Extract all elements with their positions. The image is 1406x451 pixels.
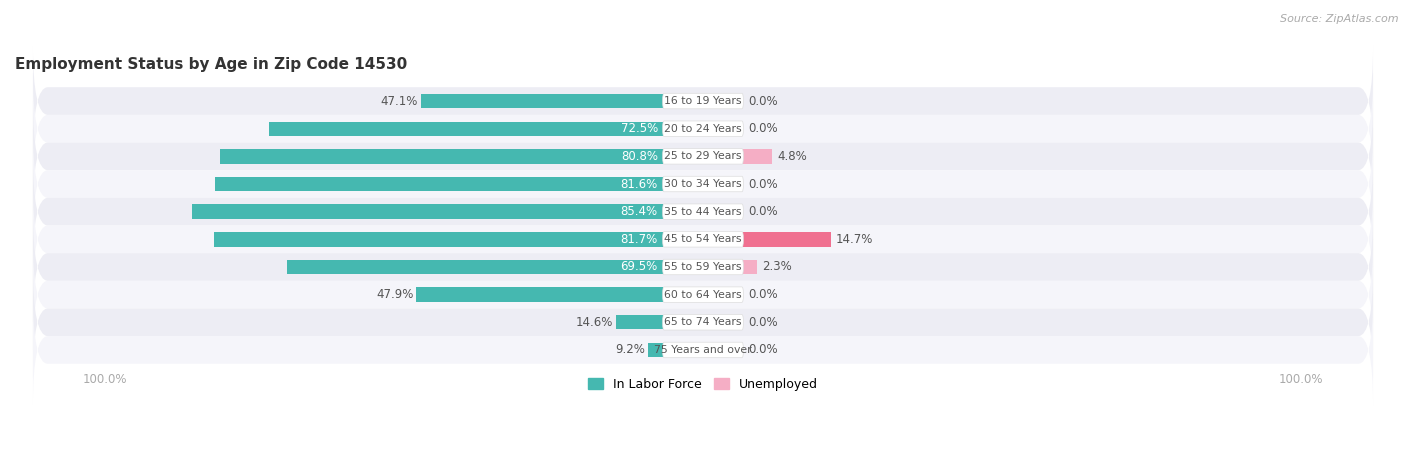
- Bar: [416, 287, 662, 302]
- Text: 75 Years and over: 75 Years and over: [654, 345, 752, 355]
- Bar: [214, 232, 662, 247]
- Text: 9.2%: 9.2%: [614, 344, 645, 356]
- Bar: [270, 121, 662, 136]
- Text: 81.7%: 81.7%: [620, 233, 658, 246]
- Bar: [744, 260, 758, 274]
- Bar: [219, 149, 662, 164]
- FancyBboxPatch shape: [662, 204, 744, 220]
- Text: 16 to 19 Years: 16 to 19 Years: [664, 96, 742, 106]
- Text: 80.8%: 80.8%: [621, 150, 658, 163]
- FancyBboxPatch shape: [662, 259, 744, 275]
- Text: 30 to 34 Years: 30 to 34 Years: [664, 179, 742, 189]
- Text: 72.5%: 72.5%: [620, 122, 658, 135]
- FancyBboxPatch shape: [32, 101, 1374, 212]
- FancyBboxPatch shape: [662, 93, 744, 109]
- Text: 14.6%: 14.6%: [575, 316, 613, 329]
- FancyBboxPatch shape: [662, 121, 744, 137]
- Text: 47.1%: 47.1%: [381, 95, 418, 107]
- Bar: [193, 204, 662, 219]
- Text: 0.0%: 0.0%: [748, 95, 778, 107]
- FancyBboxPatch shape: [32, 74, 1374, 184]
- Text: Source: ZipAtlas.com: Source: ZipAtlas.com: [1281, 14, 1399, 23]
- Bar: [287, 260, 662, 274]
- FancyBboxPatch shape: [662, 231, 744, 247]
- Text: 25 to 29 Years: 25 to 29 Years: [664, 152, 742, 161]
- Text: 35 to 44 Years: 35 to 44 Years: [664, 207, 742, 216]
- Text: 0.0%: 0.0%: [748, 344, 778, 356]
- Text: 65 to 74 Years: 65 to 74 Years: [664, 318, 742, 327]
- FancyBboxPatch shape: [32, 239, 1374, 350]
- Bar: [422, 94, 662, 108]
- Bar: [744, 149, 772, 164]
- Bar: [648, 343, 662, 357]
- FancyBboxPatch shape: [662, 287, 744, 302]
- FancyBboxPatch shape: [32, 295, 1374, 405]
- Text: 0.0%: 0.0%: [748, 316, 778, 329]
- Text: 0.0%: 0.0%: [748, 205, 778, 218]
- Text: 14.7%: 14.7%: [837, 233, 873, 246]
- Text: 81.6%: 81.6%: [620, 178, 658, 190]
- FancyBboxPatch shape: [662, 314, 744, 330]
- Text: 0.0%: 0.0%: [748, 288, 778, 301]
- Text: 20 to 24 Years: 20 to 24 Years: [664, 124, 742, 133]
- FancyBboxPatch shape: [32, 156, 1374, 267]
- Text: Employment Status by Age in Zip Code 14530: Employment Status by Age in Zip Code 145…: [15, 57, 408, 72]
- Bar: [616, 315, 662, 330]
- Text: 2.3%: 2.3%: [762, 261, 792, 273]
- FancyBboxPatch shape: [662, 342, 744, 358]
- FancyBboxPatch shape: [32, 184, 1374, 295]
- FancyBboxPatch shape: [32, 129, 1374, 239]
- FancyBboxPatch shape: [662, 176, 744, 192]
- Bar: [215, 177, 662, 191]
- Text: 69.5%: 69.5%: [620, 261, 658, 273]
- Text: 0.0%: 0.0%: [748, 122, 778, 135]
- Text: 45 to 54 Years: 45 to 54 Years: [664, 235, 742, 244]
- Legend: In Labor Force, Unemployed: In Labor Force, Unemployed: [583, 373, 823, 396]
- Text: 60 to 64 Years: 60 to 64 Years: [664, 290, 742, 299]
- FancyBboxPatch shape: [32, 212, 1374, 322]
- FancyBboxPatch shape: [662, 149, 744, 164]
- Text: 85.4%: 85.4%: [620, 205, 658, 218]
- Bar: [744, 232, 831, 247]
- Text: 4.8%: 4.8%: [778, 150, 807, 163]
- FancyBboxPatch shape: [32, 267, 1374, 377]
- FancyBboxPatch shape: [32, 46, 1374, 156]
- Text: 47.9%: 47.9%: [375, 288, 413, 301]
- Text: 55 to 59 Years: 55 to 59 Years: [664, 262, 742, 272]
- Text: 0.0%: 0.0%: [748, 178, 778, 190]
